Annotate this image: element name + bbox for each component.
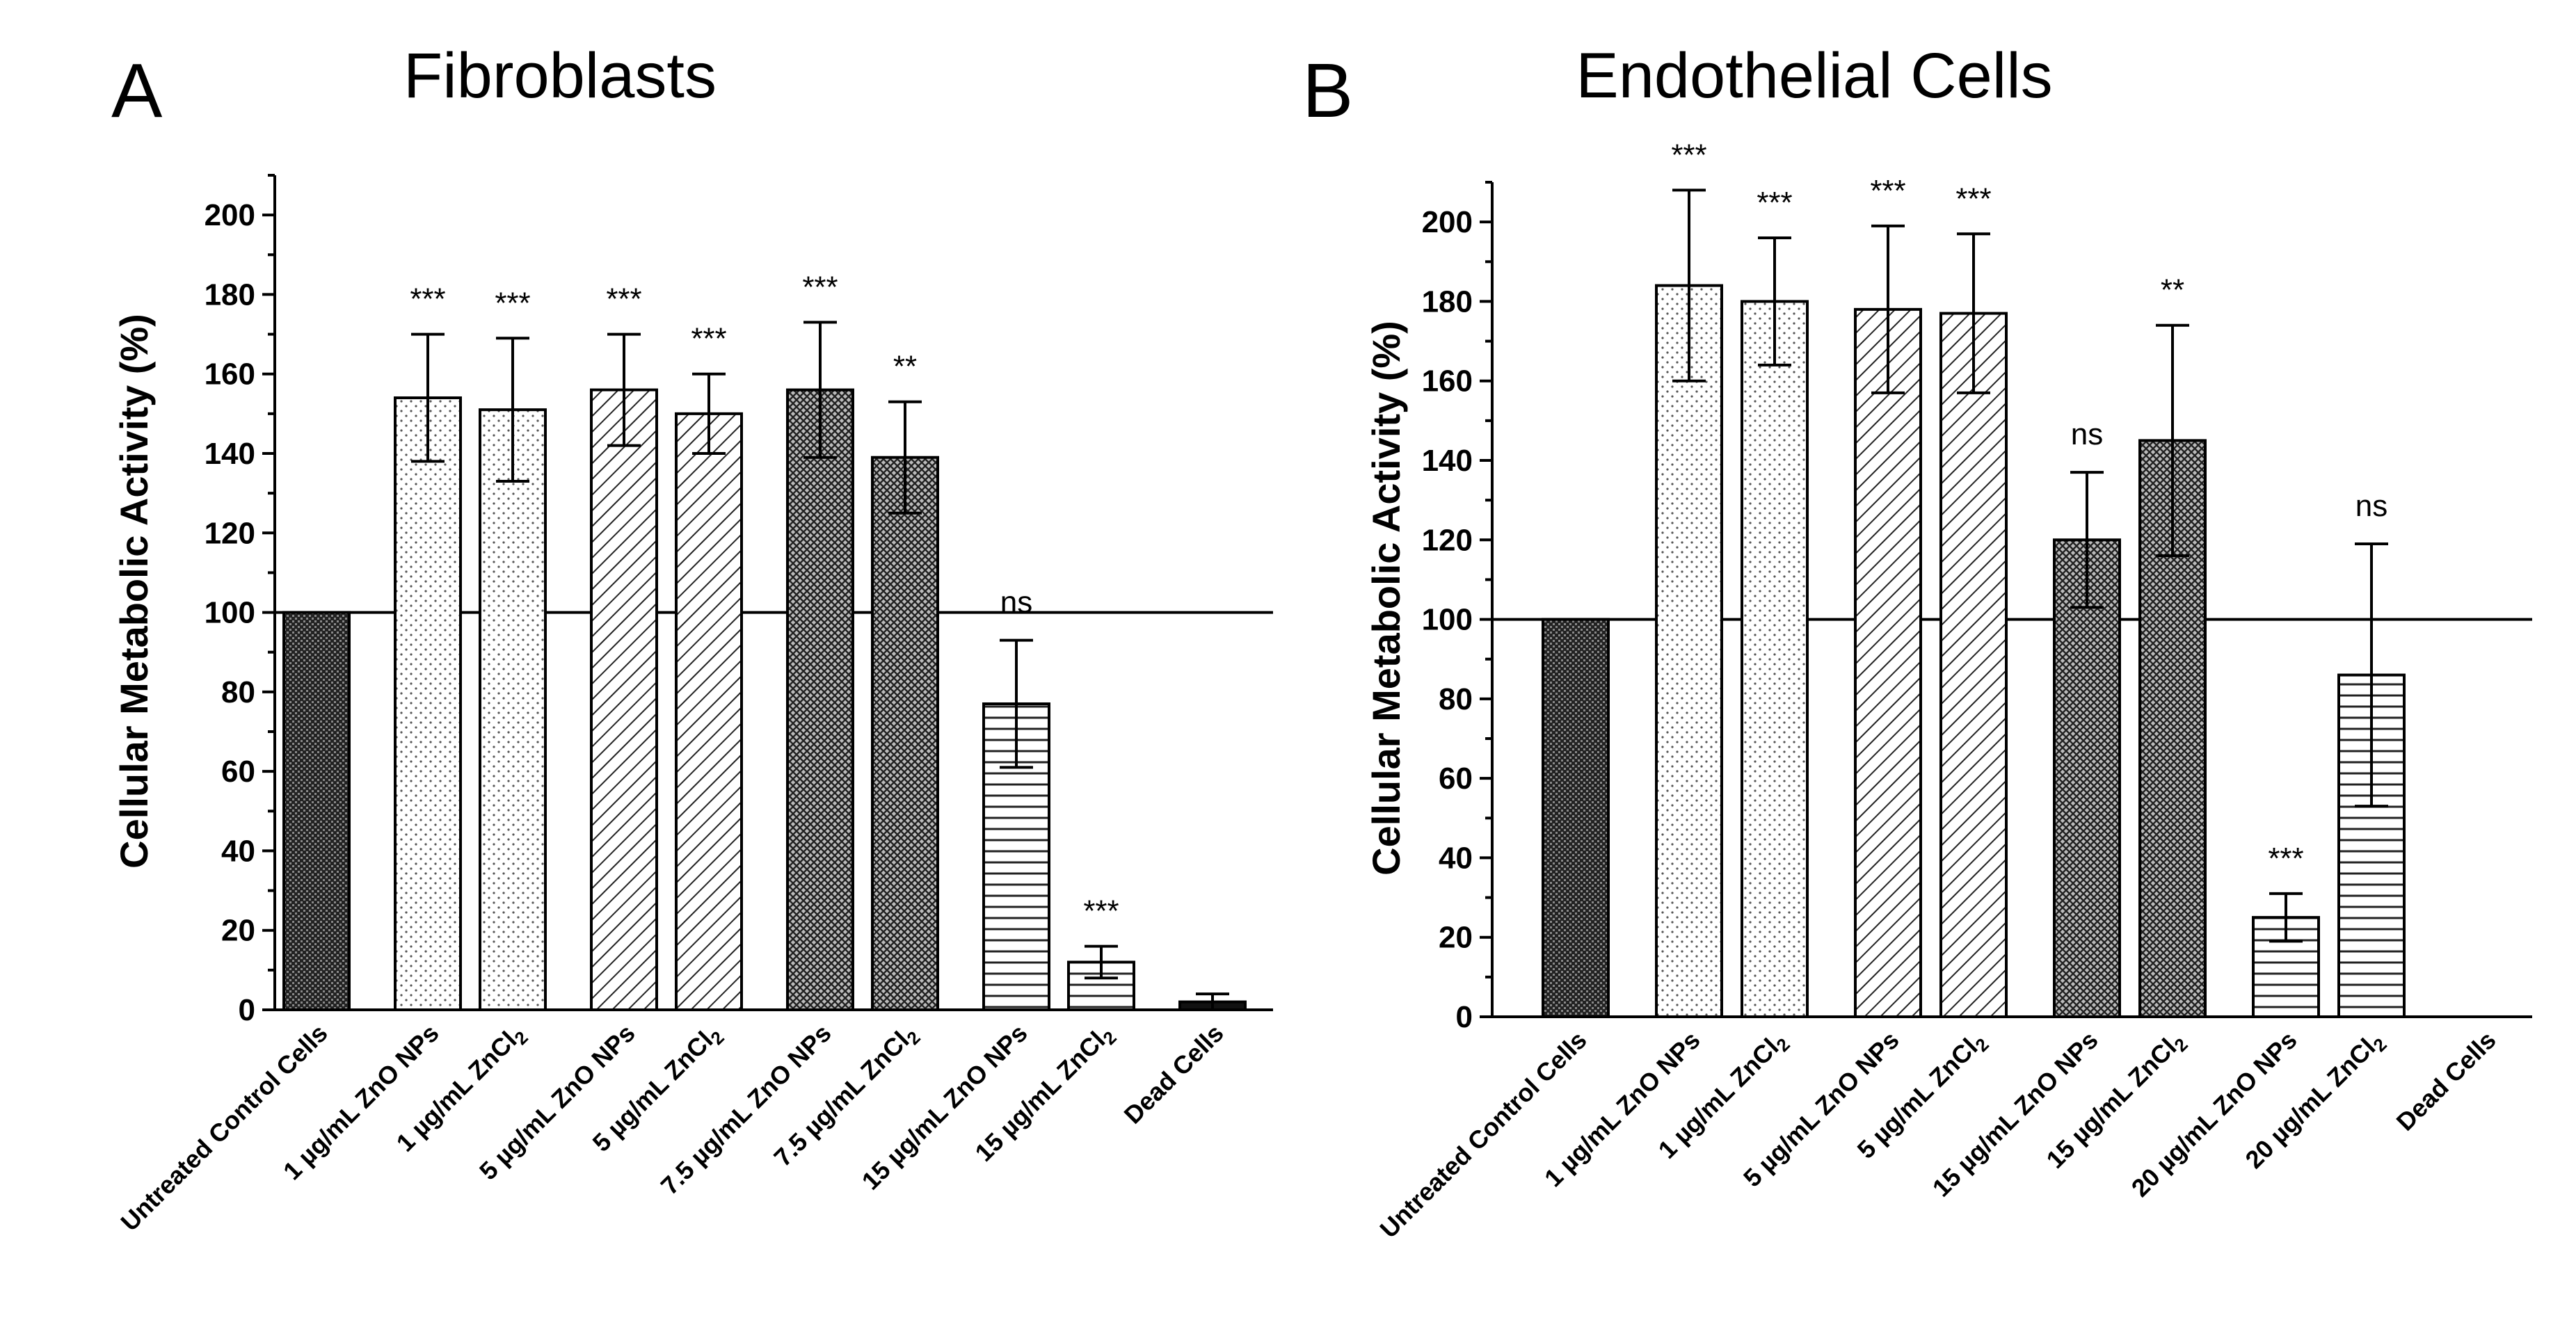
y-tick-label: 160 <box>1422 364 1473 399</box>
y-tick-label: 120 <box>1422 523 1473 557</box>
y-tick-label: 20 <box>221 914 255 948</box>
y-tick-label: 0 <box>239 993 255 1027</box>
category-label: Untreated Control Cells <box>115 1019 333 1237</box>
panel-a: A Fibroblasts 0 20 40 60 80 100 120 140 160 180 200 C… <box>111 40 1273 1237</box>
panel-letter: B <box>1302 48 1353 134</box>
significance-label: ** <box>2161 273 2184 307</box>
bar <box>2053 538 2121 1018</box>
y-tick-label: 160 <box>205 357 255 392</box>
y-tick-label: 200 <box>1422 205 1473 239</box>
y-tick-label: 180 <box>205 277 255 312</box>
significance-label: *** <box>1870 174 1905 208</box>
bar <box>1542 618 1610 1018</box>
bar <box>675 412 743 1011</box>
y-tick-label: 180 <box>1422 284 1473 319</box>
category-label: Dead Cells <box>2391 1026 2502 1136</box>
significance-label: *** <box>606 282 641 316</box>
bar <box>1854 307 1922 1019</box>
y-tick-label: 100 <box>205 596 255 630</box>
y-tick-label: 100 <box>1422 603 1473 637</box>
bar <box>479 408 547 1011</box>
significance-label: *** <box>1955 182 1991 216</box>
y-tick-label: 200 <box>205 198 255 232</box>
y-tick-label: 40 <box>221 834 255 868</box>
y-axis-label: Cellular Metabolic Activity (%) <box>1364 321 1408 876</box>
y-tick-label: 60 <box>1439 762 1473 796</box>
bar <box>871 456 939 1011</box>
y-axis-label: Cellular Metabolic Activity (%) <box>112 314 156 869</box>
panel-letter: A <box>111 48 163 134</box>
bar <box>282 611 351 1011</box>
significance-label: *** <box>1671 138 1706 172</box>
bar <box>1655 284 1723 1019</box>
significance-label: ** <box>893 350 917 384</box>
significance-label: ns <box>1000 586 1032 620</box>
significance-label: *** <box>410 282 445 316</box>
significance-label: *** <box>495 286 530 320</box>
y-tick-label: 0 <box>1456 1000 1473 1034</box>
y-tick-label: 40 <box>1439 841 1473 875</box>
category-label: Untreated Control Cells <box>1374 1026 1592 1244</box>
category-label: Dead Cells <box>1119 1019 1229 1129</box>
panel-b: B Endothelial Cells 0 20 40 60 80 100 120 140 160 1… <box>1302 40 2532 1244</box>
y-tick-label: 120 <box>205 516 255 550</box>
bar <box>590 388 658 1011</box>
significance-label: ns <box>2355 489 2387 523</box>
y-tick-label: 140 <box>205 437 255 471</box>
bar <box>1939 312 2008 1019</box>
significance-label: ns <box>2071 417 2103 451</box>
y-tick-label: 140 <box>1422 444 1473 478</box>
panel-title: Endothelial Cells <box>1576 40 2052 111</box>
y-tick-label: 60 <box>221 755 255 789</box>
significance-label: *** <box>2268 842 2303 876</box>
significance-label: *** <box>691 322 726 356</box>
significance-label: *** <box>802 270 838 304</box>
significance-label: *** <box>1083 894 1119 928</box>
y-tick-label: 80 <box>221 675 255 709</box>
panel-title: Fibroblasts <box>403 40 717 111</box>
bar <box>1741 300 1809 1018</box>
bar <box>394 396 462 1011</box>
y-tick-label: 20 <box>1439 921 1473 955</box>
significance-label: *** <box>1757 186 1792 220</box>
y-tick-label: 80 <box>1439 682 1473 716</box>
bar <box>786 388 854 1011</box>
